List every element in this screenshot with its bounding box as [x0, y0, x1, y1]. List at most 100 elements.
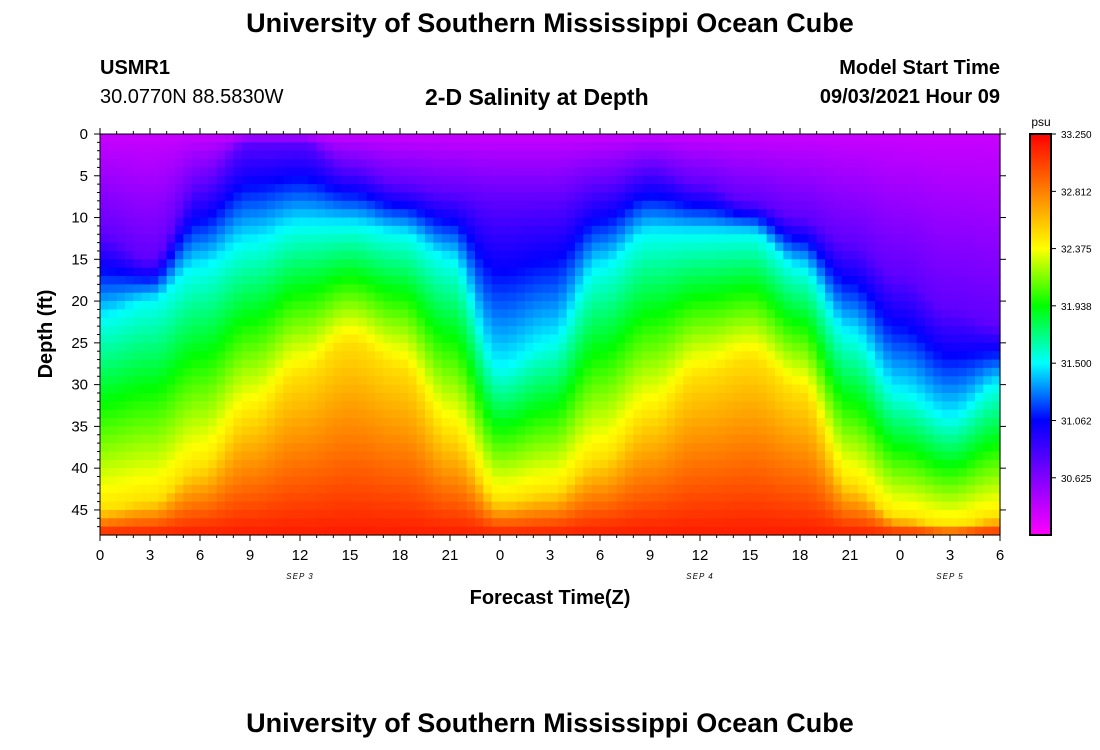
heatmap-cell [416, 292, 426, 302]
heatmap-cell [200, 326, 209, 336]
heatmap-cell [783, 134, 793, 143]
heatmap-cell [341, 351, 351, 361]
heatmap-cell [758, 292, 768, 302]
heatmap-cell [758, 409, 768, 419]
heatmap-cell [341, 200, 351, 210]
heatmap-cell [875, 167, 884, 177]
heatmap-cell [108, 376, 118, 386]
heatmap-cell [550, 242, 559, 252]
heatmap-cell [183, 434, 193, 444]
heatmap-cell [766, 351, 776, 361]
heatmap-cell [183, 242, 193, 252]
heatmap-cell [325, 384, 334, 394]
heatmap-cell [683, 342, 693, 352]
heatmap-cell [425, 134, 434, 143]
heatmap-cell [550, 434, 559, 444]
heatmap-cell [866, 476, 876, 486]
heatmap-cell [791, 317, 801, 327]
heatmap-cell [233, 200, 243, 210]
heatmap-cell [541, 434, 551, 444]
heatmap-cell [183, 443, 193, 453]
heatmap-cell [125, 234, 134, 244]
heatmap-cell [691, 342, 701, 352]
heatmap-cell [508, 509, 518, 519]
heatmap-cell [950, 209, 959, 219]
heatmap-cell [941, 150, 951, 160]
heatmap-cell [316, 200, 326, 210]
heatmap-cell [858, 384, 868, 394]
heatmap-cell [366, 401, 376, 411]
heatmap-cell [883, 359, 893, 369]
heatmap-cell [433, 217, 443, 227]
heatmap-cell [650, 225, 659, 235]
heatmap-cell [541, 259, 551, 269]
heatmap-cell [316, 484, 326, 494]
heatmap-cell [166, 250, 176, 260]
heatmap-cell [125, 401, 134, 411]
heatmap-cell [900, 342, 909, 352]
heatmap-cell [458, 267, 468, 277]
heatmap-cell [408, 476, 418, 486]
heatmap-cell [191, 242, 201, 252]
heatmap-cell [525, 376, 534, 386]
heatmap-cell [641, 476, 651, 486]
heatmap-cell [241, 476, 251, 486]
heatmap-cell [241, 418, 251, 427]
heatmap-cell [583, 134, 593, 143]
heatmap-cell [691, 443, 701, 453]
heatmap-cell [150, 217, 159, 227]
heatmap-cell [516, 526, 526, 536]
heatmap-cell [816, 501, 826, 511]
heatmap-cell [883, 259, 893, 269]
heatmap-cell [866, 242, 876, 252]
heatmap-cell [575, 159, 584, 169]
heatmap-cell [333, 317, 343, 327]
heatmap-cell [358, 351, 368, 361]
heatmap-cell [158, 493, 168, 503]
heatmap-cell [800, 217, 809, 227]
heatmap-cell [166, 351, 176, 361]
heatmap-cell [875, 426, 884, 436]
heatmap-cell [350, 359, 359, 369]
heatmap-cell [600, 384, 609, 394]
heatmap-cell [391, 175, 401, 185]
heatmap-cell [475, 200, 484, 210]
heatmap-cell [700, 376, 709, 386]
heatmap-cell [850, 526, 859, 536]
heatmap-cell [375, 276, 384, 285]
heatmap-cell [816, 409, 826, 419]
heatmap-cell [908, 217, 918, 227]
heatmap-cell [525, 468, 534, 478]
heatmap-cell [175, 392, 184, 402]
heatmap-cell [225, 276, 234, 285]
heatmap-cell [508, 401, 518, 411]
heatmap-cell [691, 225, 701, 235]
heatmap-cell [466, 426, 476, 436]
heatmap-cell [583, 459, 593, 469]
heatmap-cell [833, 175, 843, 185]
heatmap-cell [550, 159, 559, 169]
heatmap-cell [600, 526, 609, 536]
heatmap-cell [891, 159, 901, 169]
heatmap-cell [941, 409, 951, 419]
heatmap-cell [883, 418, 893, 427]
heatmap-cell [175, 242, 184, 252]
heatmap-cell [533, 468, 543, 478]
heatmap-cell [375, 317, 384, 327]
heatmap-cell [733, 493, 743, 503]
heatmap-cell [908, 209, 918, 219]
heatmap-cell [191, 209, 201, 219]
heatmap-cell [225, 217, 234, 227]
heatmap-cell [308, 159, 318, 169]
heatmap-cell [425, 434, 434, 444]
heatmap-cell [791, 200, 801, 210]
heatmap-cell [275, 150, 284, 160]
heatmap-cell [375, 468, 384, 478]
heatmap-cell [833, 142, 843, 152]
heatmap-cell [250, 326, 259, 336]
heatmap-cell [775, 225, 784, 235]
heatmap-cell [675, 284, 684, 294]
heatmap-cell [175, 134, 184, 143]
heatmap-cell [950, 217, 959, 227]
heatmap-cell [308, 267, 318, 277]
